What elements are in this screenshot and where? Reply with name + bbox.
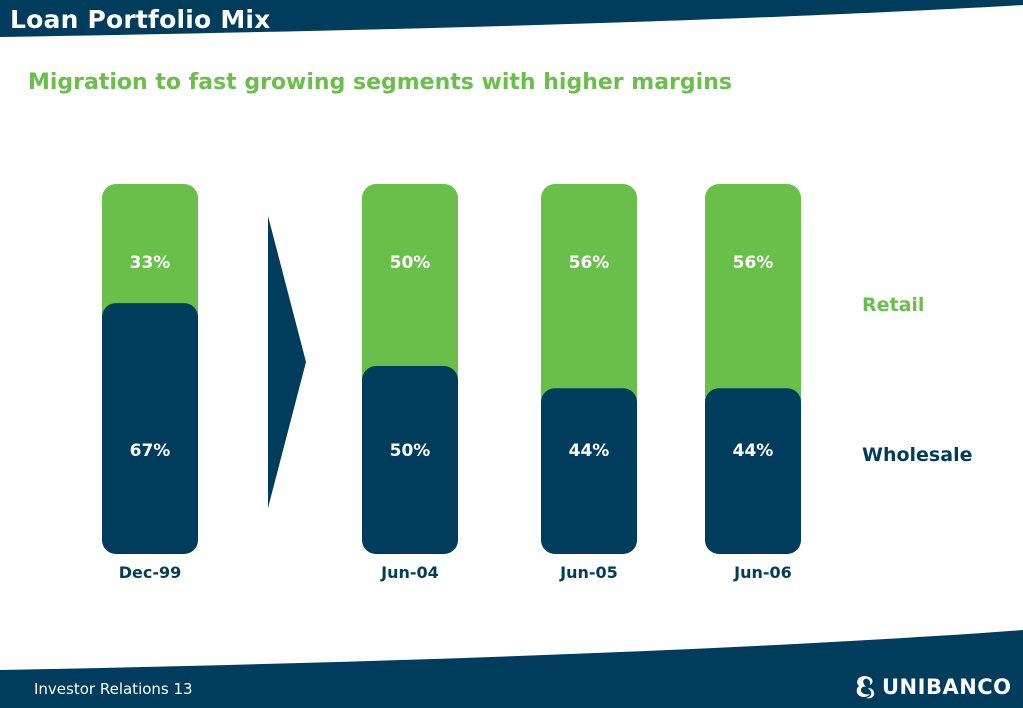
data-label-wholesale: 50% [390,441,431,461]
transition-arrow [268,216,306,508]
data-label-retail: 56% [733,253,774,273]
data-label-wholesale: 44% [733,441,774,461]
x-tick-label: Dec-99 [119,563,182,582]
page-subtitle: Migration to fast growing segments with … [28,70,732,95]
bar-wholesale-jun-06 [705,388,801,554]
legend-retail: Retail [862,294,924,316]
bar-wholesale-jun-04 [362,366,458,554]
bar-wholesale-dec-99 [102,303,198,554]
x-tick-label: Jun-06 [733,563,792,582]
data-label-retail: 56% [569,253,610,273]
data-label-retail: 50% [390,253,431,273]
legend-wholesale: Wholesale [862,444,972,466]
x-tick-label: Jun-05 [559,563,618,582]
bar-wholesale-jun-05 [541,388,637,554]
unibanco-logo-icon [856,676,875,699]
page-title: Loan Portfolio Mix [10,5,271,34]
data-label-retail: 33% [130,253,171,273]
unibanco-logo: UNIBANCO [852,674,1012,700]
data-label-wholesale: 44% [569,441,610,461]
data-label-wholesale: 67% [130,441,171,461]
x-tick-label: Jun-04 [380,563,439,582]
footer-investor-relations: Investor Relations 13 [34,680,193,698]
unibanco-logo-text: UNIBANCO [882,675,1012,699]
